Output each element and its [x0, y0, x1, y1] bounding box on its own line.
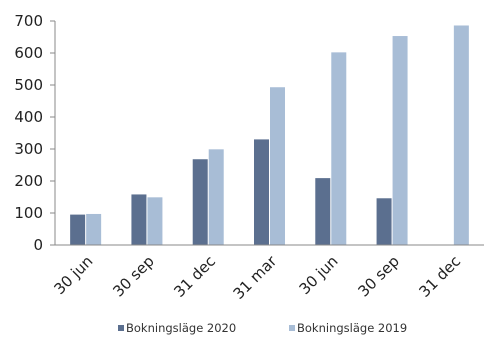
x-tick-label: 31 mar: [230, 252, 281, 303]
legend-swatch: [289, 325, 295, 331]
bar-series-2: [86, 213, 102, 245]
bar-series-1: [131, 194, 147, 245]
bar-series-2: [453, 25, 469, 246]
y-tick-label: 700: [14, 12, 43, 30]
legend: Bokningsläge 2020 Bokningsläge 2019: [118, 321, 407, 335]
bar-series-2: [331, 52, 347, 245]
bar-series-2: [392, 36, 408, 245]
y-tick-label: 600: [14, 44, 43, 62]
y-tick-label: 100: [14, 204, 43, 222]
bar-series-1: [315, 178, 331, 245]
x-tick-label: 30 sep: [355, 252, 403, 300]
y-tick-label: 500: [14, 76, 43, 94]
x-axis: 30 jun 30 sep 31 dec 31 mar 30 jun 30 sep 31 d…: [50, 244, 484, 303]
bar-series-1: [254, 139, 269, 245]
x-tick-label: 31 dec: [415, 252, 464, 301]
y-tick-label: 300: [14, 140, 43, 158]
legend-swatch: [118, 325, 124, 331]
bar-series-2: [208, 149, 224, 245]
bar-series-1: [70, 214, 86, 245]
legend-label: Bokningsläge 2019: [297, 321, 407, 335]
x-tick-label: 30 jun: [296, 252, 342, 298]
y-tick-label: 200: [14, 172, 43, 190]
x-tick-label: 30 jun: [50, 252, 96, 298]
y-tick-label: 0: [33, 236, 43, 254]
bars: [70, 25, 469, 246]
bar-series-2: [147, 197, 163, 245]
y-tick-label: 400: [14, 108, 43, 126]
y-axis: 0 100 200 300 400 500 600 700: [14, 12, 56, 254]
legend-label: Bokningsläge 2020: [126, 321, 236, 335]
x-tick-label: 30 sep: [109, 252, 157, 300]
bar-series-1: [376, 198, 392, 245]
bar-series-1: [192, 159, 208, 245]
bar-series-2: [270, 87, 285, 246]
x-tick-label: 31 dec: [170, 252, 219, 301]
